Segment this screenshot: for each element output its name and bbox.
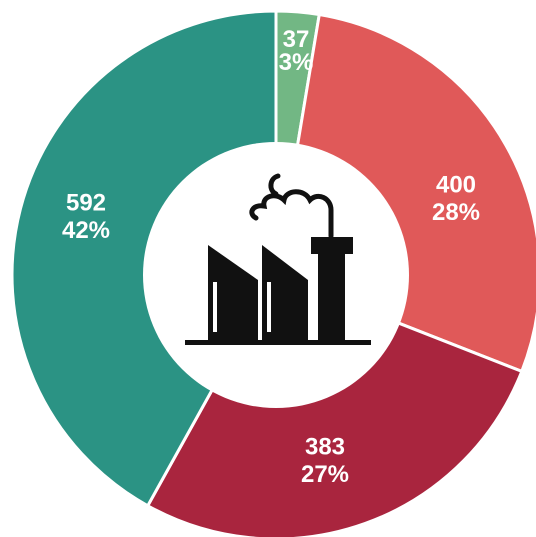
value-label: 400 (436, 172, 476, 199)
value-label: 383 (305, 434, 345, 461)
factory-icon (185, 173, 371, 345)
percent-label: 27% (301, 461, 349, 488)
percent-label: 42% (62, 217, 110, 244)
percent-label: 28% (432, 199, 480, 226)
percent-label: 3% (279, 49, 314, 76)
value-label: 37 (283, 26, 310, 53)
value-label: 592 (66, 190, 106, 217)
